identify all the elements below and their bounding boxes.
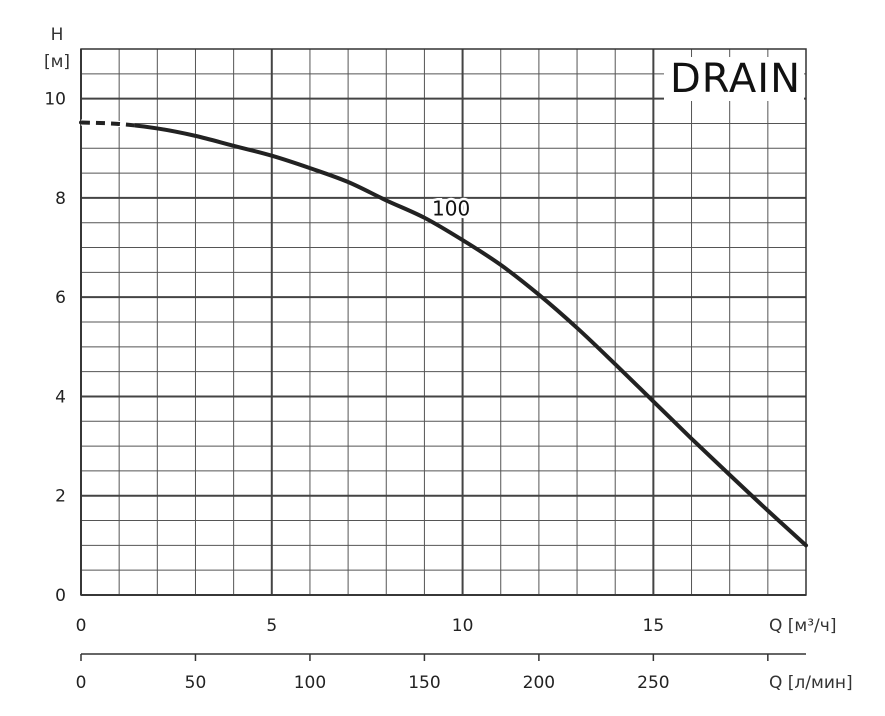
y-axis-label: H <box>51 25 64 45</box>
y-tick-label: 10 <box>44 90 66 110</box>
y-tick-label: 0 <box>55 586 66 606</box>
secondary-x-tick-label: 100 <box>294 673 326 693</box>
x-axis-label: Q [м³/ч] <box>769 616 836 636</box>
secondary-x-tick-label: 50 <box>185 673 207 693</box>
series-label: 100 <box>432 196 470 220</box>
y-tick-label: 6 <box>55 288 66 308</box>
y-tick-labels: 0 2 4 6 8 10 <box>44 90 66 606</box>
series-line <box>79 120 808 548</box>
y-tick-label: 4 <box>55 387 66 407</box>
plot-border <box>80 48 807 596</box>
x-tick-labels: 0 5 10 15 <box>76 616 665 636</box>
secondary-x-tick-label: 250 <box>637 673 669 693</box>
series-layer: 100 <box>79 119 808 548</box>
brand-backdrop <box>664 57 804 101</box>
secondary-x-tick-label: 0 <box>76 673 87 693</box>
x-tick-label: 0 <box>76 616 87 636</box>
brand-title: DRAIN <box>670 56 801 102</box>
grid-minor <box>81 48 807 595</box>
series-dash-mask <box>80 119 135 129</box>
secondary-x-axis-label: Q [л/мин] <box>769 673 853 693</box>
secondary-x-tick-label: 200 <box>523 673 555 693</box>
secondary-x-tick-label: 150 <box>408 673 440 693</box>
x-tick-label: 15 <box>643 616 665 636</box>
y-tick-label: 2 <box>55 487 66 507</box>
y-tick-label: 8 <box>55 189 66 209</box>
series-dashed-segment <box>80 120 135 128</box>
x-tick-label: 10 <box>452 616 474 636</box>
secondary-x-axis: 0 50 100 150 200 250 <box>76 653 806 693</box>
x-tick-label: 5 <box>266 616 277 636</box>
y-axis-unit: [м] <box>44 52 70 72</box>
